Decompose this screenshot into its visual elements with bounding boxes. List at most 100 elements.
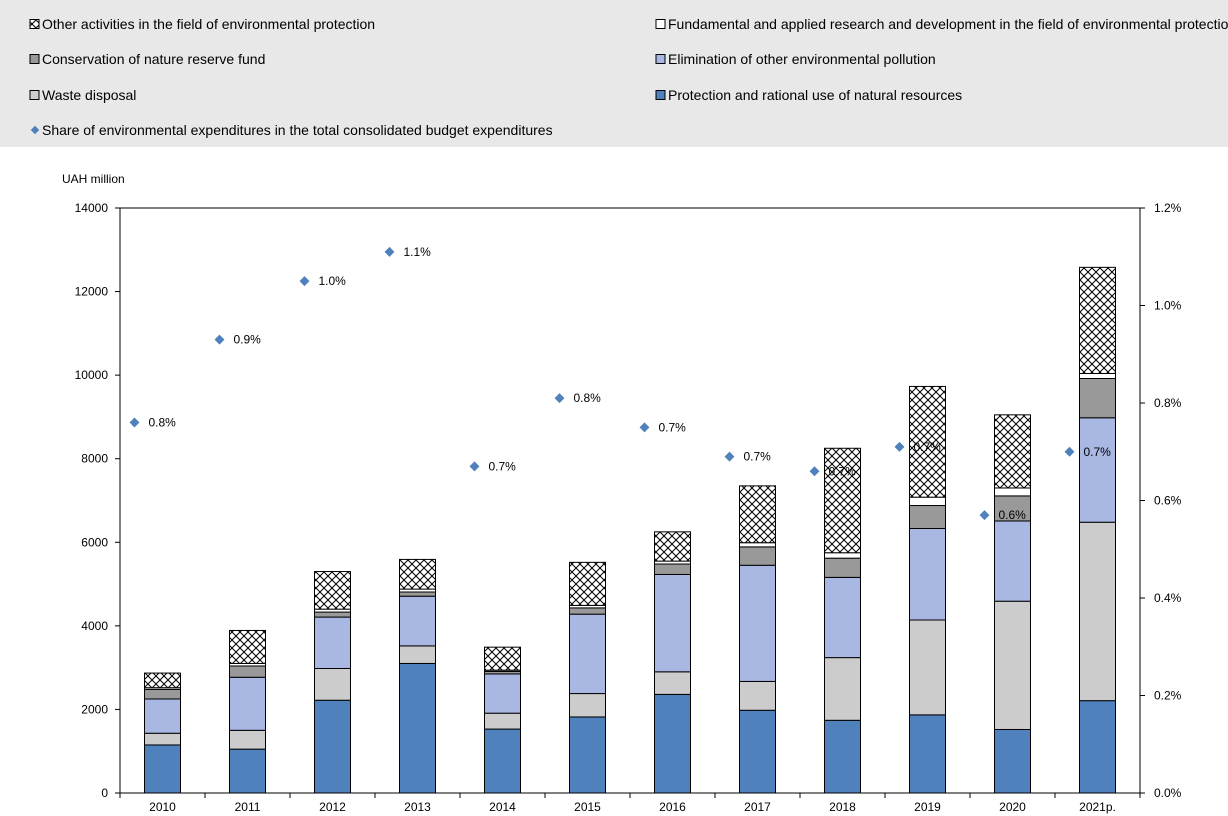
legend-label: Waste disposal bbox=[42, 87, 136, 103]
share-data-label: 0.7% bbox=[1084, 445, 1112, 459]
bar-segment bbox=[229, 748, 266, 794]
bar-segment bbox=[144, 732, 181, 746]
x-tick-label: 2020 bbox=[999, 800, 1026, 814]
x-tick-label: 2012 bbox=[319, 800, 346, 814]
bar-segment bbox=[994, 600, 1031, 730]
bar-segment bbox=[399, 558, 436, 590]
bar-segment bbox=[229, 729, 266, 750]
bar-segment bbox=[399, 662, 436, 794]
bar-segment bbox=[909, 619, 946, 716]
y-left-tick-label: 10000 bbox=[75, 368, 109, 382]
bar-segment bbox=[1079, 377, 1116, 419]
share-marker bbox=[129, 417, 140, 428]
bar-segment bbox=[824, 557, 861, 578]
share-data-label: 1.0% bbox=[319, 274, 347, 288]
share-data-label: 0.7% bbox=[659, 420, 687, 434]
share-marker bbox=[894, 441, 905, 452]
share-marker bbox=[639, 422, 650, 433]
y-left-tick-label: 12000 bbox=[75, 285, 109, 299]
bar-segment bbox=[739, 546, 776, 566]
bar-segment bbox=[484, 728, 521, 794]
y-right-tick-label: 0.6% bbox=[1154, 494, 1182, 508]
share-marker bbox=[1064, 446, 1075, 457]
legend-swatch bbox=[655, 19, 666, 29]
bar-segment bbox=[909, 714, 946, 794]
bar-segment bbox=[994, 414, 1031, 489]
legend-swatch bbox=[655, 90, 666, 100]
legend-label: Other activities in the field of environ… bbox=[42, 16, 375, 32]
y-axis-title: UAH million bbox=[62, 172, 125, 186]
share-data-label: 0.6% bbox=[999, 508, 1027, 522]
bar-segment bbox=[824, 719, 861, 794]
bar-segment bbox=[399, 595, 436, 647]
legend-item: Fundamental and applied research and dev… bbox=[655, 16, 1228, 32]
bar-segment bbox=[314, 699, 351, 794]
bar-segment bbox=[739, 709, 776, 794]
bar-segment bbox=[654, 671, 691, 695]
bar-segment bbox=[484, 712, 521, 730]
y-left-tick-label: 4000 bbox=[81, 619, 108, 633]
share-data-label: 0.7% bbox=[489, 459, 517, 473]
x-tick-label: 2010 bbox=[149, 800, 176, 814]
y-left-tick-label: 2000 bbox=[81, 702, 108, 716]
legend-item: Share of environmental expenditures in t… bbox=[30, 122, 553, 138]
legend-swatch-share bbox=[30, 125, 40, 135]
bar-segment bbox=[909, 527, 946, 621]
bar-segment bbox=[144, 744, 181, 794]
legend-label: Fundamental and applied research and dev… bbox=[668, 16, 1228, 32]
legend-label: Elimination of other environmental pollu… bbox=[668, 51, 936, 67]
bar-segment bbox=[314, 616, 351, 669]
bar-segment bbox=[994, 495, 1031, 522]
x-tick-label: 2015 bbox=[574, 800, 601, 814]
x-tick-label: 2019 bbox=[914, 800, 941, 814]
bar-segment bbox=[994, 728, 1031, 794]
legend-item: Conservation of nature reserve fund bbox=[29, 51, 265, 67]
legend-label: Conservation of nature reserve fund bbox=[42, 51, 265, 67]
legend-background bbox=[0, 0, 1228, 147]
y-left-tick-label: 8000 bbox=[81, 452, 108, 466]
bar-segment bbox=[739, 564, 776, 682]
bar-segment bbox=[654, 573, 691, 673]
bar-segment bbox=[1079, 700, 1116, 794]
share-data-label: 0.8% bbox=[149, 416, 177, 430]
bar-segment bbox=[739, 485, 776, 544]
legend-swatch bbox=[29, 19, 40, 29]
bar-segment bbox=[314, 571, 351, 610]
share-data-label: 1.1% bbox=[404, 245, 432, 259]
plot-area: UAH million 0 2000 4000 6000 8000 10000 12000 14… bbox=[62, 172, 1182, 814]
bar-segment bbox=[739, 542, 776, 548]
bar-segment bbox=[484, 646, 521, 671]
bar-segment bbox=[994, 520, 1031, 602]
share-data-label: 0.9% bbox=[234, 333, 262, 347]
y-right-tick-label: 0.0% bbox=[1154, 786, 1182, 800]
bar-segment bbox=[909, 496, 946, 507]
bar-segment bbox=[569, 561, 606, 606]
bar-segment bbox=[654, 531, 691, 562]
bar-segment bbox=[1079, 417, 1116, 523]
y-right-tick-label: 0.8% bbox=[1154, 396, 1182, 410]
bar-segment bbox=[229, 629, 266, 664]
bar-segment bbox=[144, 688, 181, 700]
bar-segment bbox=[824, 552, 861, 559]
bar-segment bbox=[824, 447, 861, 554]
y-right-tick-label: 0.2% bbox=[1154, 689, 1182, 703]
y-left-tick-label: 6000 bbox=[81, 535, 108, 549]
share-data-label: 0.7% bbox=[744, 450, 772, 464]
bar-segment bbox=[569, 693, 606, 718]
bar-segment bbox=[1079, 521, 1116, 702]
legend: Other activities in the field of environ… bbox=[0, 0, 1228, 147]
bar-segment bbox=[654, 693, 691, 794]
bar-segment bbox=[909, 505, 946, 529]
share-marker bbox=[214, 334, 225, 345]
share-data-label: 0.7% bbox=[914, 440, 942, 454]
bar-segment bbox=[824, 576, 861, 659]
share-marker bbox=[469, 461, 480, 472]
bar-segment bbox=[399, 645, 436, 664]
legend-label: Share of environmental expenditures in t… bbox=[42, 122, 553, 138]
bar-segment bbox=[824, 657, 861, 721]
bar-segment bbox=[484, 673, 521, 714]
bar-segment bbox=[569, 607, 606, 615]
legend-label: Protection and rational use of natural r… bbox=[668, 87, 962, 103]
